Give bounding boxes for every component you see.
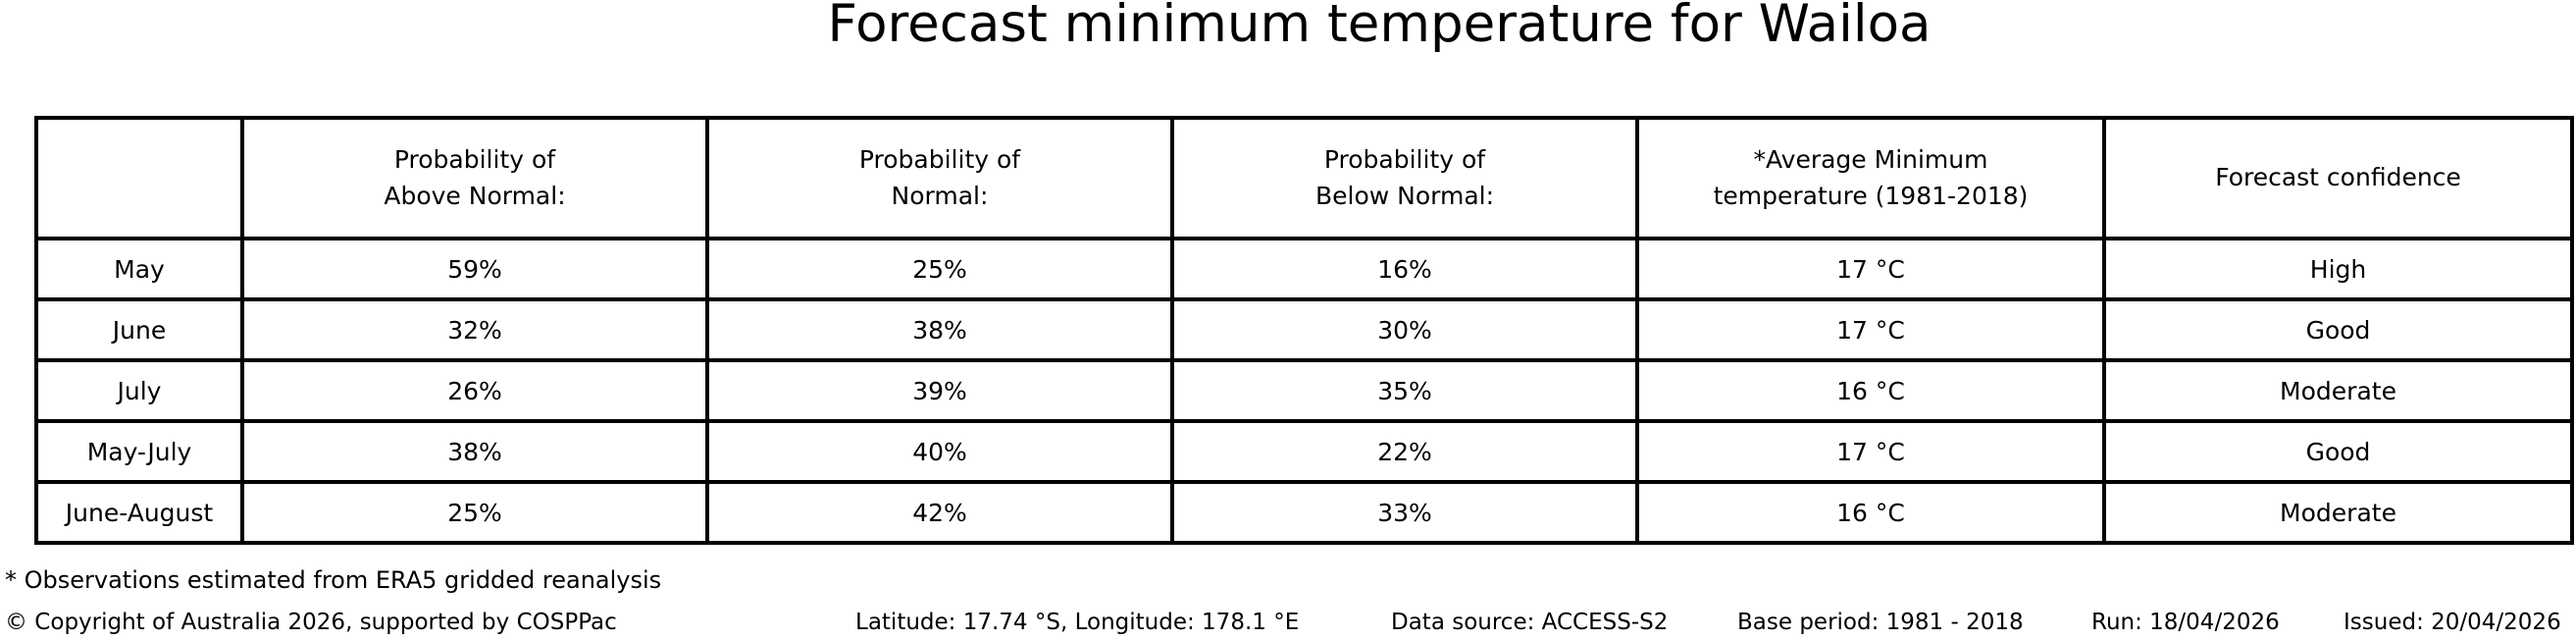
table-row: May 59% 25% 16% 17 °C High <box>34 237 2574 301</box>
cell-above-normal: 25% <box>240 480 709 545</box>
observations-footnote: * Observations estimated from ERA5 gridd… <box>5 566 662 594</box>
cell-above-normal: 32% <box>240 297 709 362</box>
data-source-text: Data source: ACCESS-S2 <box>1391 610 1669 635</box>
cell-above-normal: 26% <box>240 358 709 423</box>
row-label: May-July <box>34 419 244 484</box>
cell-below-normal: 35% <box>1170 358 1639 423</box>
forecast-table: Probability of Above Normal: Probability… <box>34 116 2574 545</box>
cell-below-normal: 33% <box>1170 480 1639 545</box>
cell-below-normal: 30% <box>1170 297 1639 362</box>
cell-forecast-confidence: High <box>2102 237 2574 301</box>
location-coordinates: Latitude: 17.74 °S, Longitude: 178.1 °E <box>855 610 1300 635</box>
col-header-normal: Probability of Normal: <box>705 116 1174 240</box>
cell-forecast-confidence: Good <box>2102 297 2574 362</box>
col-header-average-min-temp: *Average Minimum temperature (1981-2018) <box>1635 116 2106 240</box>
cell-forecast-confidence: Good <box>2102 419 2574 484</box>
table-row: June-August 25% 42% 33% 16 °C Moderate <box>34 480 2574 545</box>
cell-forecast-confidence: Moderate <box>2102 358 2574 423</box>
cell-above-normal: 38% <box>240 419 709 484</box>
cell-above-normal: 59% <box>240 237 709 301</box>
corner-empty-cell <box>34 116 244 240</box>
table-row: May-July 38% 40% 22% 17 °C Good <box>34 419 2574 484</box>
cell-below-normal: 22% <box>1170 419 1639 484</box>
cell-normal: 39% <box>705 358 1174 423</box>
cell-average-min-temp: 16 °C <box>1635 480 2106 545</box>
row-label: July <box>34 358 244 423</box>
cell-below-normal: 16% <box>1170 237 1639 301</box>
cell-average-min-temp: 17 °C <box>1635 237 2106 301</box>
issued-date-text: Issued: 20/04/2026 <box>2344 610 2561 635</box>
cell-normal: 25% <box>705 237 1174 301</box>
cell-forecast-confidence: Moderate <box>2102 480 2574 545</box>
col-header-below-normal: Probability of Below Normal: <box>1170 116 1639 240</box>
table-header-row: Probability of Above Normal: Probability… <box>34 116 2574 240</box>
run-date-text: Run: 18/04/2026 <box>2091 610 2280 635</box>
base-period-text: Base period: 1981 - 2018 <box>1737 610 2024 635</box>
cell-average-min-temp: 17 °C <box>1635 419 2106 484</box>
cell-average-min-temp: 17 °C <box>1635 297 2106 362</box>
cell-normal: 38% <box>705 297 1174 362</box>
cell-normal: 42% <box>705 480 1174 545</box>
row-label: June <box>34 297 244 362</box>
figure-title: Forecast minimum temperature for Wailoa <box>827 0 1932 54</box>
cell-average-min-temp: 16 °C <box>1635 358 2106 423</box>
col-header-above-normal: Probability of Above Normal: <box>240 116 709 240</box>
col-header-forecast-confidence: Forecast confidence <box>2102 116 2574 240</box>
row-label: May <box>34 237 244 301</box>
cell-normal: 40% <box>705 419 1174 484</box>
row-label: June-August <box>34 480 244 545</box>
copyright-text: © Copyright of Australia 2026, supported… <box>5 610 617 635</box>
table-row: July 26% 39% 35% 16 °C Moderate <box>34 358 2574 423</box>
table-row: June 32% 38% 30% 17 °C Good <box>34 297 2574 362</box>
